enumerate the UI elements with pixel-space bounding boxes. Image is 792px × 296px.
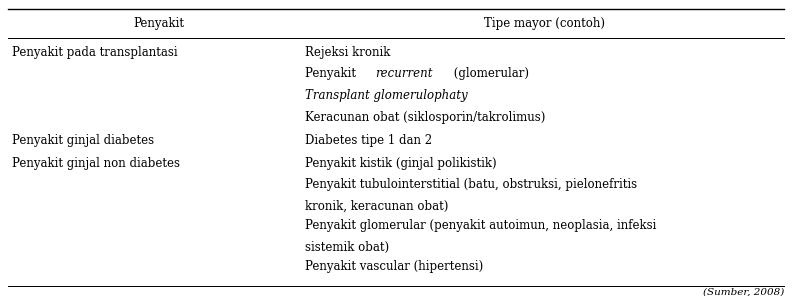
Text: Penyakit ginjal diabetes: Penyakit ginjal diabetes: [12, 134, 154, 147]
Text: Penyakit tubulointerstitial (batu, obstruksi, pielonefritis: Penyakit tubulointerstitial (batu, obstr…: [305, 178, 637, 192]
Text: Penyakit kistik (ginjal polikistik): Penyakit kistik (ginjal polikistik): [305, 157, 497, 170]
Text: Tipe mayor (contoh): Tipe mayor (contoh): [484, 17, 605, 30]
Text: Keracunan obat (siklosporin/takrolimus): Keracunan obat (siklosporin/takrolimus): [305, 111, 546, 124]
Text: (Sumber, 2008): (Sumber, 2008): [703, 287, 784, 296]
Text: (glomerular): (glomerular): [450, 67, 529, 81]
Text: Penyakit: Penyakit: [305, 67, 360, 81]
Text: Penyakit ginjal non diabetes: Penyakit ginjal non diabetes: [12, 157, 180, 170]
Text: Penyakit: Penyakit: [133, 17, 184, 30]
Text: recurrent: recurrent: [375, 67, 433, 81]
Text: sistemik obat): sistemik obat): [305, 241, 389, 254]
Text: Penyakit vascular (hipertensi): Penyakit vascular (hipertensi): [305, 260, 483, 273]
Text: Diabetes tipe 1 dan 2: Diabetes tipe 1 dan 2: [305, 134, 432, 147]
Text: Rejeksi kronik: Rejeksi kronik: [305, 46, 390, 59]
Text: Penyakit pada transplantasi: Penyakit pada transplantasi: [12, 46, 177, 59]
Text: Penyakit glomerular (penyakit autoimun, neoplasia, infeksi: Penyakit glomerular (penyakit autoimun, …: [305, 219, 657, 232]
Text: Transplant glomerulophaty: Transplant glomerulophaty: [305, 89, 467, 102]
Text: kronik, keracunan obat): kronik, keracunan obat): [305, 200, 448, 213]
